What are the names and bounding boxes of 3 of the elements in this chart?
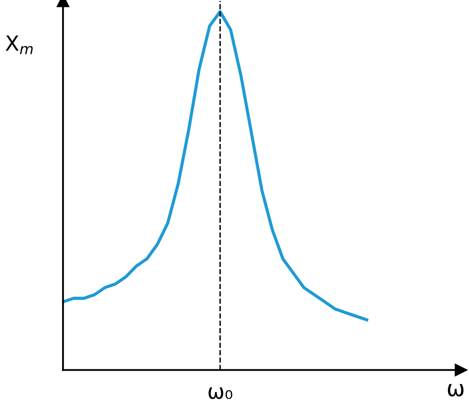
x-axis-title: ω xyxy=(448,384,464,396)
y-axis-title: X$_{m}$ xyxy=(6,36,33,54)
text: ω₀ xyxy=(208,387,232,400)
